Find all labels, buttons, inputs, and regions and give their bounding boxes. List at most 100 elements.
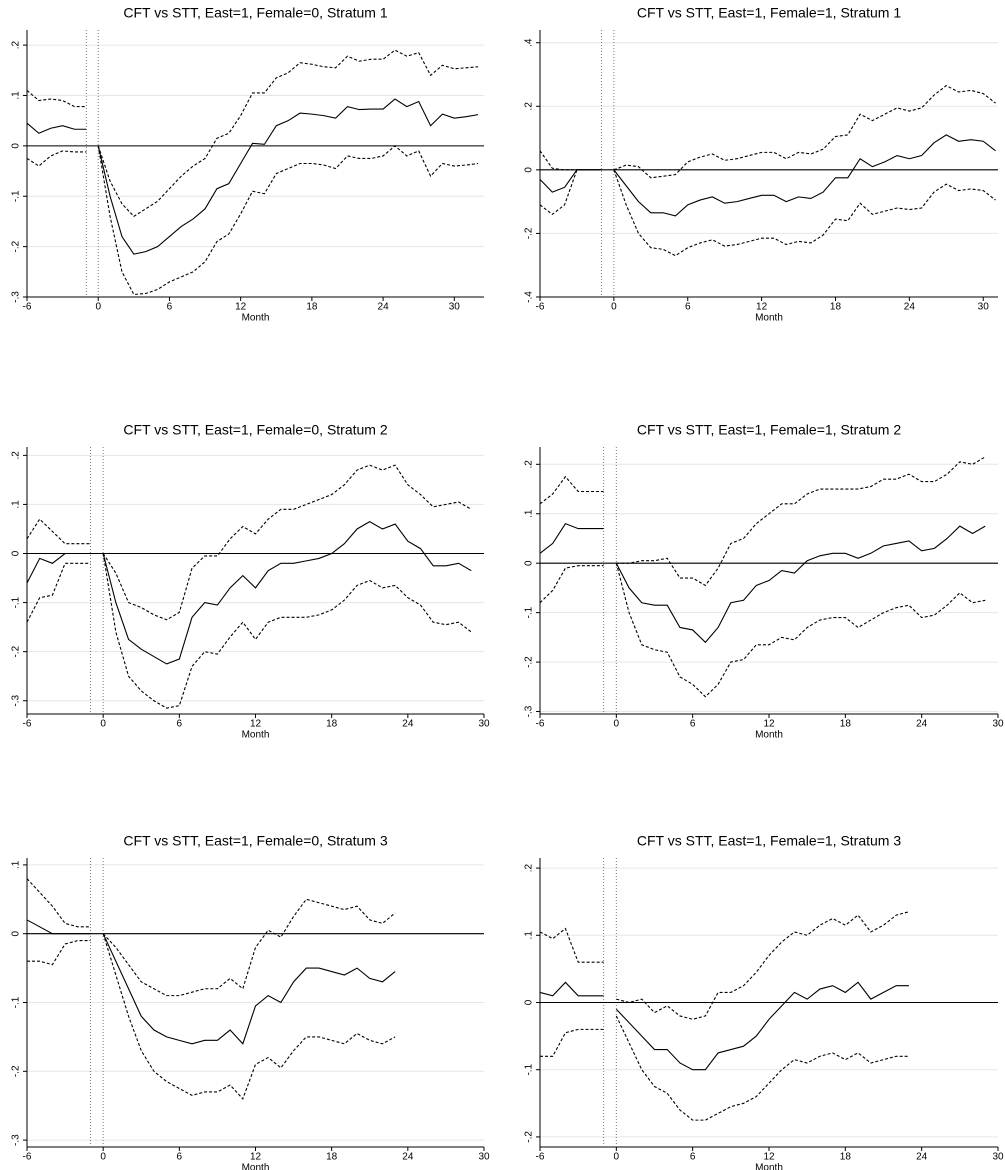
y-tick-label: -.2 bbox=[11, 1065, 22, 1077]
x-tick-label: 18 bbox=[306, 302, 318, 313]
ci-line bbox=[26, 878, 91, 928]
y-tick-label: -.1 bbox=[524, 1063, 535, 1075]
chart-title: CFT vs STT, East=1, Female=0, Stratum 2 bbox=[123, 422, 387, 438]
estimate-line bbox=[102, 520, 472, 665]
y-tick-label: -.4 bbox=[524, 291, 535, 303]
ci-line bbox=[539, 169, 602, 216]
x-tick-label: 6 bbox=[177, 1152, 183, 1163]
ci-line bbox=[102, 933, 396, 1100]
x-tick-label: 30 bbox=[478, 719, 490, 730]
y-tick-label: 0 bbox=[11, 143, 22, 149]
y-tick-label: .1 bbox=[524, 509, 535, 518]
x-axis-label: Month bbox=[755, 730, 783, 741]
x-tick-label: 30 bbox=[449, 302, 461, 313]
chart-title: CFT vs STT, East=1, Female=1, Stratum 3 bbox=[637, 833, 901, 849]
x-tick-label: 12 bbox=[763, 1152, 775, 1163]
x-tick-label: 0 bbox=[100, 719, 106, 730]
ci-line bbox=[26, 150, 87, 167]
estimate-line bbox=[613, 134, 996, 217]
x-tick-label: 6 bbox=[167, 302, 173, 313]
ci-line bbox=[26, 562, 91, 623]
y-tick-label: -.3 bbox=[11, 291, 22, 303]
x-tick-label: 6 bbox=[690, 719, 696, 730]
x-tick-label: 6 bbox=[177, 719, 183, 730]
y-tick-label: -.2 bbox=[11, 240, 22, 252]
x-tick-label: 0 bbox=[611, 302, 617, 313]
x-tick-label: 24 bbox=[916, 719, 928, 730]
x-axis-label: Month bbox=[242, 313, 270, 324]
estimate-line bbox=[26, 122, 87, 134]
y-tick-label: -.3 bbox=[11, 694, 22, 706]
chart-title: CFT vs STT, East=1, Female=1, Stratum 1 bbox=[637, 5, 901, 21]
x-axis-label: Month bbox=[242, 730, 270, 741]
y-tick-label: 0 bbox=[11, 550, 22, 556]
x-tick-label: 30 bbox=[978, 302, 990, 313]
x-tick-label: 24 bbox=[916, 1152, 928, 1163]
ci-line bbox=[616, 911, 910, 1020]
y-tick-label: -.3 bbox=[524, 705, 535, 717]
x-tick-label: 12 bbox=[756, 302, 768, 313]
ci-line bbox=[97, 145, 479, 296]
y-tick-label: 0 bbox=[524, 167, 535, 173]
x-tick-label: -6 bbox=[23, 302, 32, 313]
ci-line bbox=[615, 563, 986, 698]
y-tick-label: 0 bbox=[524, 560, 535, 566]
y-tick-label: -.3 bbox=[11, 1134, 22, 1146]
ci-line bbox=[540, 1028, 604, 1057]
y-tick-label: -.2 bbox=[524, 1131, 535, 1143]
x-axis-label: Month bbox=[755, 1163, 783, 1170]
estimate-line bbox=[102, 933, 396, 1045]
x-tick-label: 24 bbox=[904, 302, 916, 313]
y-tick-label: 0 bbox=[524, 999, 535, 1005]
ci-line bbox=[27, 940, 91, 966]
x-tick-label: 18 bbox=[830, 302, 842, 313]
chart-title: CFT vs STT, East=1, Female=1, Stratum 2 bbox=[637, 422, 901, 438]
ci-line bbox=[102, 553, 472, 709]
x-tick-label: 0 bbox=[100, 1152, 106, 1163]
estimate-line bbox=[615, 981, 909, 1071]
y-tick-label: -.1 bbox=[524, 606, 535, 618]
y-tick-label: .1 bbox=[11, 500, 22, 509]
x-tick-label: 0 bbox=[614, 1152, 620, 1163]
x-tick-label: -6 bbox=[536, 719, 545, 730]
ci-line bbox=[26, 90, 87, 108]
y-tick-label: .2 bbox=[524, 102, 535, 111]
x-tick-label: 0 bbox=[95, 302, 101, 313]
y-tick-label: .4 bbox=[524, 38, 535, 47]
y-tick-label: -.1 bbox=[11, 190, 22, 202]
y-tick-label: -.1 bbox=[11, 596, 22, 608]
estimate-line bbox=[539, 169, 602, 193]
chart-title: CFT vs STT, East=1, Female=0, Stratum 1 bbox=[123, 5, 387, 21]
y-tick-label: -.2 bbox=[524, 656, 535, 668]
ci-line bbox=[539, 150, 602, 171]
ci-line bbox=[613, 84, 996, 179]
y-tick-label: .2 bbox=[11, 451, 22, 460]
x-tick-label: -6 bbox=[23, 1152, 32, 1163]
y-tick-label: -.2 bbox=[11, 645, 22, 657]
y-tick-label: .2 bbox=[524, 863, 535, 872]
x-tick-label: 24 bbox=[402, 719, 414, 730]
estimate-line bbox=[26, 552, 91, 584]
estimate-line bbox=[26, 919, 91, 935]
ci-line bbox=[97, 49, 479, 218]
x-tick-label: 6 bbox=[690, 1152, 696, 1163]
x-tick-label: 30 bbox=[992, 719, 1004, 730]
x-tick-label: 24 bbox=[378, 302, 390, 313]
x-axis-label: Month bbox=[242, 1163, 270, 1170]
ci-line bbox=[26, 518, 91, 545]
y-tick-label: -.1 bbox=[11, 996, 22, 1008]
estimate-line bbox=[539, 981, 604, 997]
estimate-line bbox=[539, 522, 604, 554]
ci-line bbox=[102, 898, 396, 997]
x-tick-label: 30 bbox=[992, 1152, 1004, 1163]
x-tick-label: 18 bbox=[326, 1152, 338, 1163]
ci-line bbox=[616, 456, 986, 587]
x-tick-label: 18 bbox=[840, 1152, 852, 1163]
x-tick-label: 12 bbox=[250, 1152, 262, 1163]
x-tick-label: 12 bbox=[763, 719, 775, 730]
y-tick-label: .2 bbox=[11, 41, 22, 50]
x-tick-label: 0 bbox=[614, 719, 620, 730]
y-tick-label: .1 bbox=[524, 931, 535, 940]
